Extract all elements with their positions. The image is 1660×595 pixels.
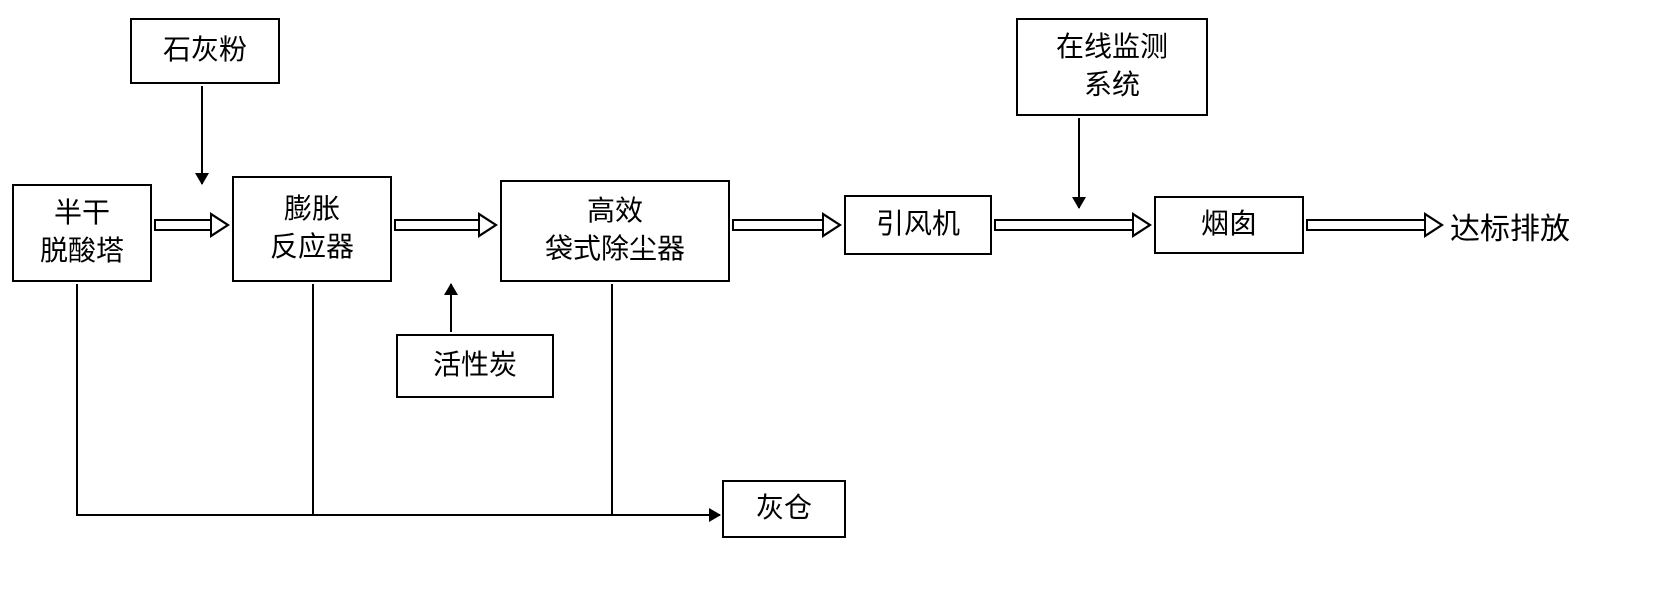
node-expansion: 膨胀 反应器 <box>232 176 392 282</box>
line-to-ashbin <box>76 514 720 516</box>
node-fan: 引风机 <box>844 195 992 255</box>
drop-expansion <box>312 284 314 515</box>
flow-arrow <box>994 218 1152 232</box>
arrow-lime-to-reactor <box>201 86 203 184</box>
node-semidry: 半干 脱酸塔 <box>12 184 152 282</box>
node-ashbin: 灰仓 <box>722 480 846 538</box>
node-lime: 石灰粉 <box>130 18 280 84</box>
node-carbon: 活性炭 <box>396 334 554 398</box>
flow-arrow <box>154 218 230 232</box>
arrow-monitor-to-line <box>1078 118 1080 208</box>
drop-semidry <box>76 284 78 515</box>
node-monitor: 在线监测 系统 <box>1016 18 1208 116</box>
label-emission: 达标排放 <box>1450 210 1570 249</box>
drop-baghouse <box>611 284 613 515</box>
node-chimney: 烟囱 <box>1154 196 1304 254</box>
node-baghouse: 高效 袋式除尘器 <box>500 180 730 282</box>
flowchart-canvas: 石灰粉 半干 脱酸塔 膨胀 反应器 高效 袋式除尘器 活性炭 引风机 在线监测 … <box>0 0 1660 595</box>
arrow-carbon-to-line <box>450 284 452 332</box>
flow-arrow <box>1306 218 1444 232</box>
flow-arrow <box>732 218 842 232</box>
flow-arrow <box>394 218 498 232</box>
